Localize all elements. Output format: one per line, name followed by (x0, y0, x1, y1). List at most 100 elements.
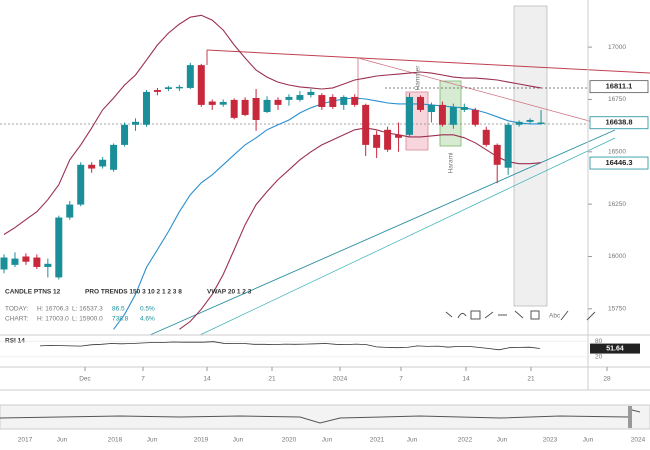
indicator-label: VWAP 20 1 2 3 (207, 289, 252, 296)
navigator-handle (628, 406, 632, 428)
y-tick-label: 16750 (608, 96, 626, 103)
x-tick-label: 7 (399, 376, 403, 383)
tool-icon[interactable] (484, 311, 494, 319)
x-tick-label: 7 (141, 376, 145, 383)
price-badge (589, 116, 649, 130)
candle-body (449, 106, 457, 125)
candle-body (537, 122, 545, 124)
stat-text: 0.5% (140, 306, 155, 313)
candle-body (121, 124, 129, 145)
overlay-line (113, 97, 541, 330)
stat-text: 4.6% (140, 316, 155, 323)
stat-text: H: 16706.3 (37, 306, 69, 313)
tool-icon[interactable] (560, 310, 569, 321)
candle-body (55, 217, 63, 278)
overlay-line (3, 14, 542, 235)
rsi-badge (590, 343, 640, 354)
candle-body (416, 96, 424, 110)
navigator-label: Jun (583, 437, 594, 444)
tool-icon[interactable] (457, 312, 467, 319)
navigator-label: 2022 (458, 437, 473, 444)
candle-body (175, 86, 183, 89)
navigator-label: Jun (497, 437, 508, 444)
stat-text: 86.5 (112, 306, 125, 313)
candle-body (0, 257, 8, 270)
candle-body (515, 121, 523, 125)
tool-icon[interactable] (514, 310, 524, 319)
price-badge-label: 16638.8 (605, 118, 632, 127)
stat-text: TODAY: (5, 306, 28, 313)
navigator-label: 2020 (282, 437, 297, 444)
tool-icon[interactable] (586, 311, 596, 321)
candle-body (406, 96, 414, 135)
navigator-label: 2021 (370, 437, 385, 444)
tool-icon[interactable] (445, 311, 453, 318)
candle-body (307, 91, 315, 96)
candle-body (22, 256, 30, 262)
candle-body (44, 263, 52, 267)
candle-body (318, 95, 326, 107)
navigator-line (0, 409, 641, 424)
candle-body (164, 87, 172, 89)
rsi-tick-label: 20 (595, 354, 603, 361)
rsi-badge-label: 51.64 (606, 345, 624, 352)
candle-body (471, 109, 479, 125)
candle-body (77, 164, 85, 205)
candle-body (99, 159, 107, 167)
candle-body (427, 104, 435, 113)
trend-line (149, 129, 616, 336)
trend-line (357, 57, 616, 129)
overlay-line (179, 127, 542, 330)
navigator-label: Jun (57, 437, 68, 444)
candle-body (153, 90, 161, 92)
candle-body (230, 99, 238, 118)
navigator-label: 2018 (108, 437, 123, 444)
candle-body (219, 101, 227, 105)
candle-body (526, 119, 534, 122)
candle-body (504, 124, 512, 168)
candle-body (263, 99, 271, 113)
candle-body (132, 121, 140, 125)
candle-body (285, 96, 293, 100)
price-badge (589, 156, 649, 170)
navigator-label: 2019 (194, 437, 209, 444)
candle-body (88, 164, 96, 169)
pattern-label: Harami (448, 153, 455, 174)
stat-text: L: 15900.0 (72, 316, 103, 323)
candle-body (329, 96, 337, 107)
toolbar[interactable] (445, 310, 596, 321)
x-tick-label: 2024 (333, 376, 348, 383)
navigator-label: Jun (407, 437, 418, 444)
candle-body (460, 106, 468, 110)
tool-icon[interactable] (470, 310, 481, 320)
price-badge-label: 16446.3 (605, 158, 632, 167)
candle-body (373, 134, 381, 148)
indicator-label: CANDLE PTNS 12 (5, 289, 61, 296)
indicator-label: PRO TRENDS 150 3 10 2 1 2 3 8 (85, 289, 182, 296)
navigator-label: 2017 (18, 437, 33, 444)
x-tick-label: 14 (462, 376, 470, 383)
x-tick-label: 28 (603, 376, 611, 383)
price-badge-label: 16811.1 (606, 82, 633, 91)
candle-body (351, 96, 359, 105)
tool-icon[interactable] (530, 310, 540, 320)
price-badge (589, 80, 649, 94)
pattern-label: Hammer (415, 65, 422, 91)
navigator (0, 404, 650, 430)
candle-body (241, 99, 249, 115)
stat-text: L: 16537.3 (72, 306, 103, 313)
stat-text: H: 17003.0 (37, 316, 69, 323)
x-tick-label: Dec (79, 376, 91, 383)
x-tick-label: 21 (527, 376, 535, 383)
candle-body (33, 257, 41, 267)
candle-body (384, 129, 392, 150)
candle-body (340, 96, 348, 105)
tool-text[interactable]: Abc (549, 313, 561, 320)
rsi-tick-label: 80 (595, 338, 603, 345)
y-tick-label: 16000 (608, 253, 626, 260)
candle-body (438, 104, 446, 125)
candle-body (142, 91, 150, 125)
